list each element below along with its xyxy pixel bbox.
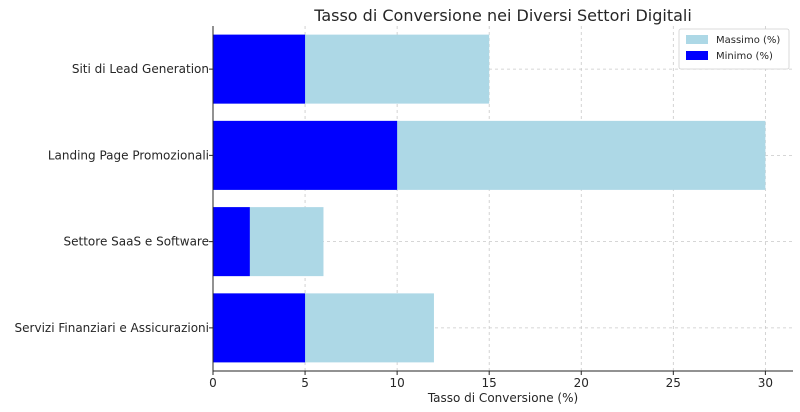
x-tick-label: 10 <box>389 376 404 390</box>
bar-minimo-siti-di-lead-generation <box>213 34 306 104</box>
legend-swatch-minimo <box>686 51 708 60</box>
bar-minimo-settore-saas-e-software <box>213 207 250 277</box>
x-tick-label: 30 <box>758 376 773 390</box>
legend-label-minimo: Minimo (%) <box>716 51 773 62</box>
legend-swatch-massimo <box>686 35 708 44</box>
x-ticks: 0 5 10 15 20 25 30 <box>209 371 773 390</box>
bars <box>213 34 766 363</box>
y-category-label: Siti di Lead Generation <box>72 62 209 76</box>
x-tick-label: 0 <box>209 376 217 390</box>
x-tick-label: 5 <box>301 376 309 390</box>
x-tick-label: 15 <box>482 376 497 390</box>
y-category-label: Settore SaaS e Software <box>64 235 209 249</box>
y-category-label: Servizi Finanziari e Assicurazioni <box>15 321 209 335</box>
y-category-label: Landing Page Promozionali <box>48 148 209 162</box>
x-axis-label: Tasso di Conversione (%) <box>427 391 578 405</box>
legend: Massimo (%) Minimo (%) <box>678 28 790 70</box>
axes <box>212 26 793 372</box>
chart-title: Tasso di Conversione nei Diversi Settori… <box>313 6 692 25</box>
y-categories: Servizi Finanziari e Assicurazioni Settor… <box>15 62 213 335</box>
bar-minimo-landing-page-promozionali <box>213 120 398 190</box>
bar-minimo-servizi-finanziari-e-assicurazioni <box>213 293 306 363</box>
legend-label-massimo: Massimo (%) <box>716 35 780 46</box>
x-tick-label: 20 <box>574 376 589 390</box>
x-tick-label: 25 <box>666 376 681 390</box>
